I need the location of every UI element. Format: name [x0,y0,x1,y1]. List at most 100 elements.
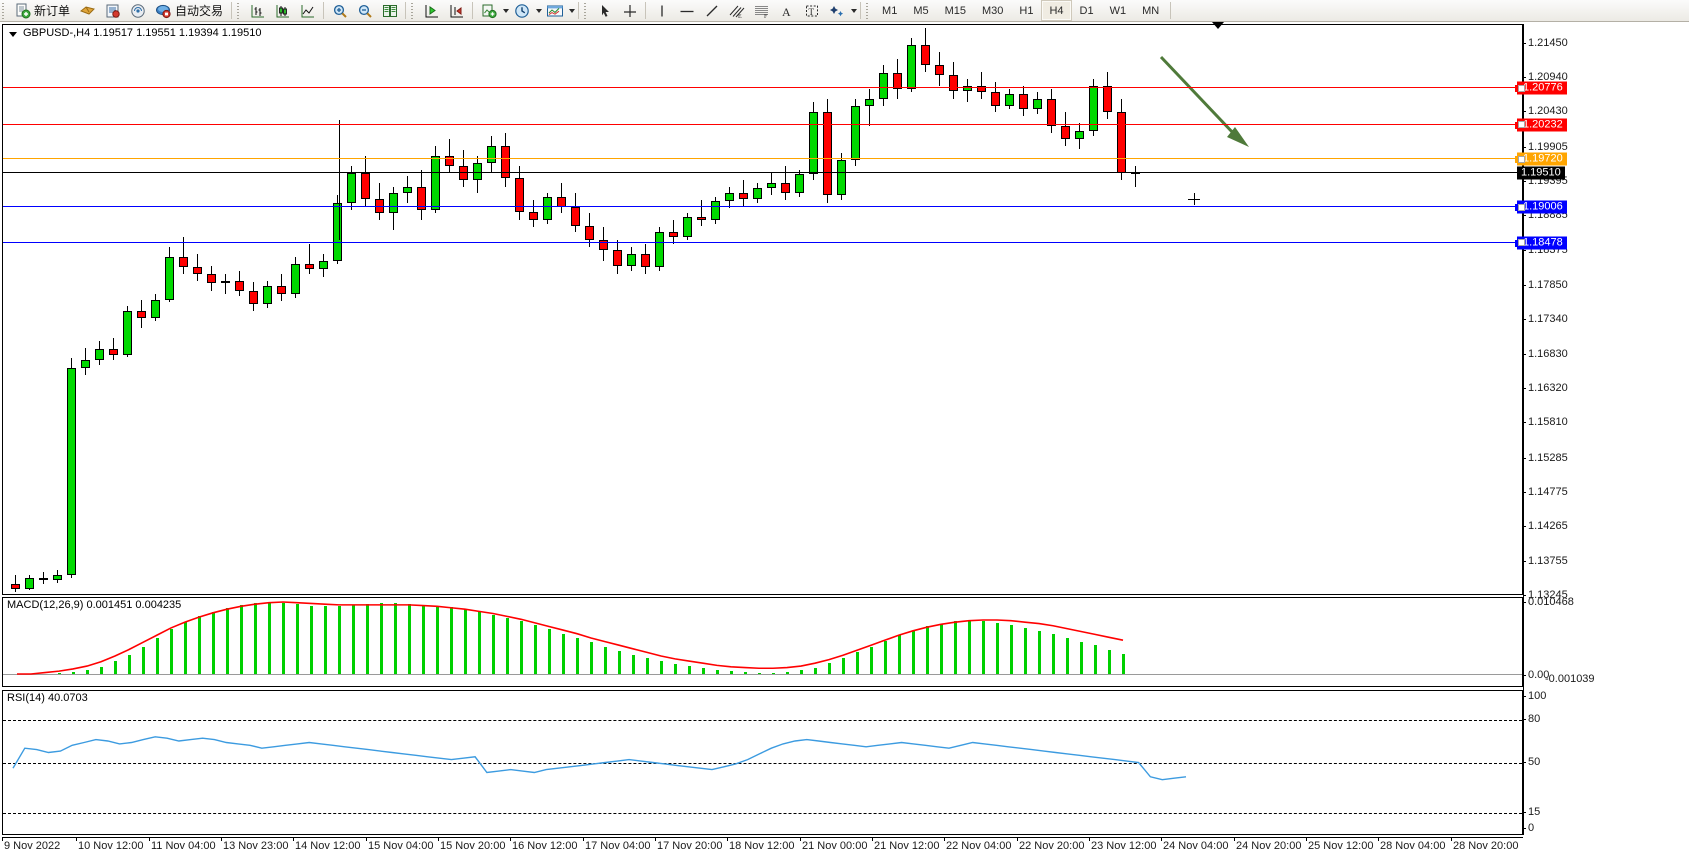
horizontal-line-icon [680,10,694,12]
toolbar-grip[interactable] [1,1,8,20]
candle-body [445,156,454,167]
timeframe-m15[interactable]: M15 [944,4,966,17]
auto-scroll-button[interactable] [444,0,469,22]
macd-histogram-bar [338,605,341,674]
shapes-button[interactable] [824,0,849,22]
price-level-line-5[interactable] [3,204,1522,212]
text-button[interactable]: A [774,0,799,22]
time-scale[interactable]: 9 Nov 2022 10 Nov 12:00 11 Nov 04:00 13 Nov… [2,837,1523,856]
price-level-label-4[interactable]: 1.19510 [1517,166,1565,180]
macd-histogram-bar [184,622,187,674]
tile-windows-button[interactable] [377,0,402,22]
price-tick: 1.17340 [1523,313,1568,325]
timeframe-w1[interactable]: W1 [1109,4,1127,17]
chart-shift-button[interactable] [419,0,444,22]
macd-histogram-bar [870,646,873,674]
candlestick-chart-button[interactable] [270,0,295,22]
trendline-button[interactable] [699,0,724,22]
price-scale[interactable]: 1.21450 1.20940 1.20430 1.19905 1.19395 1.188… [1517,24,1689,835]
crosshair-button[interactable] [617,0,642,22]
autotrading-button[interactable]: 自动交易 [150,0,228,22]
vertical-line-button[interactable] [649,0,674,22]
horizontal-line-button[interactable] [674,0,699,22]
zoom-out-button[interactable] [352,0,377,22]
price-level-line-6[interactable] [3,239,1522,247]
add-indicator-dropdown-caret[interactable] [503,8,510,13]
time-tick-label: 13 Nov 23:00 [223,840,289,852]
candle-body [249,290,258,305]
shapes-dropdown-caret[interactable] [851,8,858,13]
candle-body [193,267,202,274]
macd-histogram-bar [1038,630,1041,674]
price-tick: 1.15285 [1523,452,1568,464]
timeframe-h1[interactable]: H1 [1019,4,1034,17]
templates-dropdown-caret[interactable] [569,8,576,13]
macd-scale-zero: 0.00 [1523,669,1549,681]
toolbar-grip-2[interactable] [236,1,244,20]
equidistant-channel-icon: E [729,5,744,19]
toolbar-grip-3[interactable] [410,1,418,20]
data-window-button[interactable] [100,0,125,22]
expert-advisor-button[interactable] [75,0,100,22]
macd-pane[interactable]: MACD(12,26,9) 0.001451 0.004235 [2,597,1523,687]
price-level-label-6[interactable]: 1.18478 [1517,236,1567,250]
time-tick-label: 24 Nov 20:00 [1236,840,1302,852]
price-pane[interactable]: GBPUSD-,H4 1.19517 1.19551 1.19394 1.195… [2,24,1523,595]
fibonacci-button[interactable]: F [749,0,774,22]
rsi-scale-100: 100 [1523,690,1546,702]
data-window-icon [106,4,120,18]
timeframe-d1[interactable]: D1 [1079,4,1094,17]
autotrading-label: 自动交易 [175,4,224,18]
period-button[interactable] [509,0,534,22]
line-chart-button[interactable] [295,0,320,22]
macd-histogram-bar [520,621,523,674]
timeframe-mn[interactable]: MN [1142,4,1160,17]
price-level-line-2[interactable] [3,121,1522,129]
macd-histogram-bar [478,612,481,674]
text-label-button[interactable]: T [799,0,824,22]
candle-wick [225,274,226,295]
price-level-label-1[interactable]: 1.20776 [1517,81,1567,95]
macd-histogram-bar [268,602,271,674]
macd-histogram-bar [142,646,145,674]
price-tick: 1.19905 [1523,141,1568,153]
add-indicator-button[interactable] [476,0,501,22]
bar-chart-button[interactable] [245,0,270,22]
candle-body [543,196,552,221]
period-dropdown-caret[interactable] [536,8,543,13]
price-level-line-3[interactable] [3,156,1522,164]
rsi-scale-50: 50 [1523,756,1540,768]
price-level-label-2[interactable]: 1.20232 [1517,118,1567,132]
cursor-button[interactable] [592,0,617,22]
chart-area[interactable]: GBPUSD-,H4 1.19517 1.19551 1.19394 1.195… [0,22,1689,858]
trendline-icon [706,5,717,16]
candle-body [907,45,916,89]
candle-body [753,187,762,199]
chart-menu-triangle[interactable] [9,32,17,37]
macd-histogram-bar [646,658,649,674]
timeframe-h4[interactable]: H4 [1041,0,1072,21]
macd-histogram-bar [1108,649,1111,674]
rsi-pane[interactable]: RSI(14) 40.0703 [2,690,1523,835]
price-level-line-1[interactable] [3,85,1522,93]
macd-histogram-bar [548,629,551,674]
time-tick-mark [76,838,77,841]
macd-histogram-bar [310,605,313,674]
trend-arrow-annotation[interactable] [3,25,1522,594]
timeframe-m30[interactable]: M30 [982,4,1004,17]
templates-button[interactable] [542,0,567,22]
signals-button[interactable] [125,0,150,22]
price-level-label-5[interactable]: 1.19006 [1517,200,1567,214]
price-level-line-4[interactable] [3,172,1522,174]
candle-body [123,311,132,355]
toolbar-grip-4[interactable] [583,1,591,20]
toolbar-grip-5[interactable] [865,1,873,20]
candle-body [1103,85,1112,113]
time-tick-label: 17 Nov 04:00 [585,840,651,852]
price-level-label-3[interactable]: 1.19720 [1517,152,1567,166]
equidistant-channel-button[interactable]: E [724,0,749,22]
zoom-in-button[interactable] [327,0,352,22]
new-order-button[interactable]: 新订单 [10,0,75,22]
timeframe-m5[interactable]: M5 [913,4,929,17]
timeframe-m1[interactable]: M1 [882,4,898,17]
